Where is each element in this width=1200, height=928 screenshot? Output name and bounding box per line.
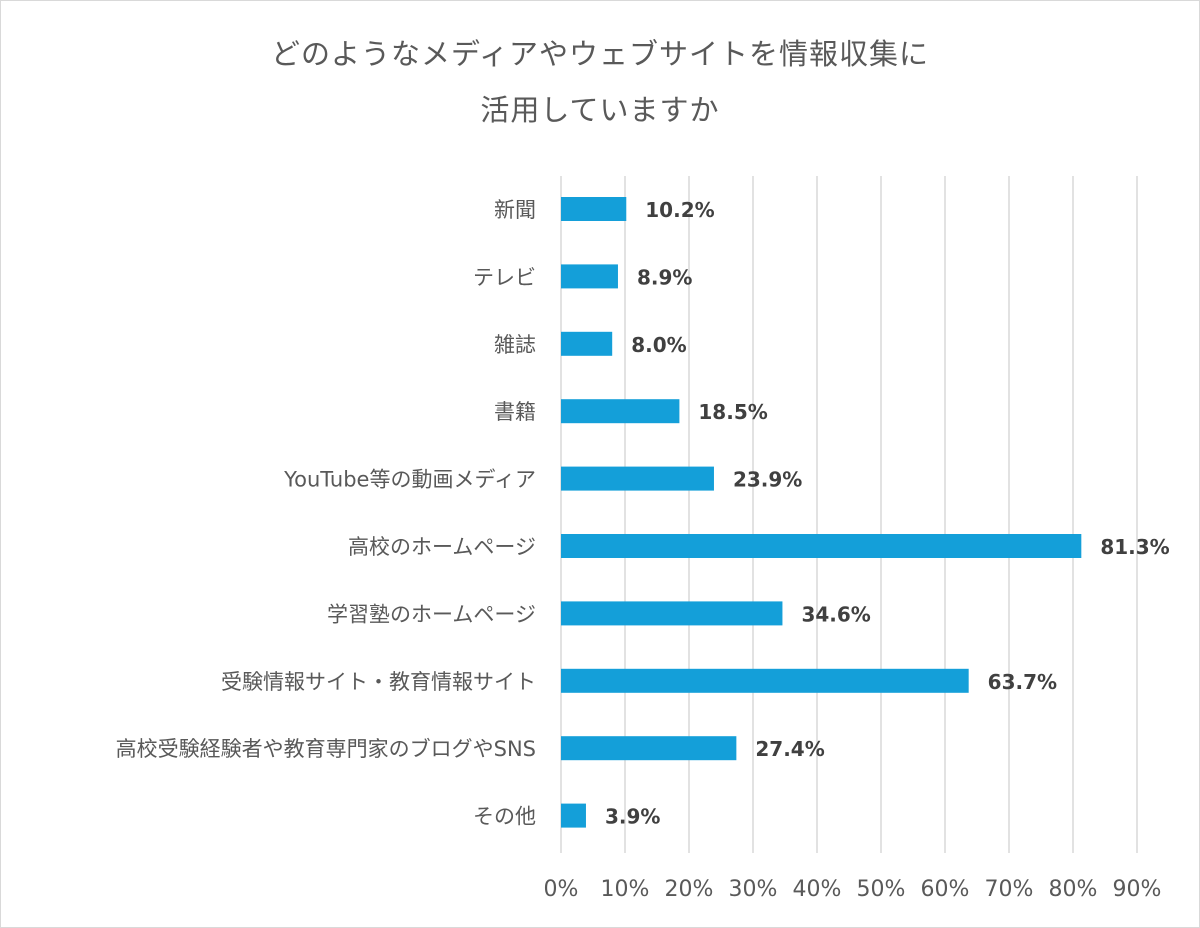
- category-label: テレビ: [473, 265, 536, 289]
- x-tick-label: 20%: [665, 877, 714, 902]
- category-label: 書籍: [494, 400, 536, 424]
- data-label: 81.3%: [1100, 535, 1169, 559]
- x-tick-label: 40%: [793, 877, 842, 902]
- x-tick-label: 70%: [985, 877, 1034, 902]
- category-label: 高校受験経験者や教育専門家のブログやSNS: [116, 737, 536, 761]
- x-tick-label: 50%: [857, 877, 906, 902]
- bar: [561, 736, 737, 761]
- x-tick-label: 90%: [1113, 877, 1162, 902]
- x-tick-label: 30%: [729, 877, 778, 902]
- category-label: 学習塾のホームページ: [327, 602, 536, 626]
- bar: [561, 601, 783, 626]
- chart-title-line-2: 活用していますか: [480, 93, 720, 127]
- x-tick-label: 60%: [921, 877, 970, 902]
- category-label: その他: [473, 805, 536, 829]
- data-label: 27.4%: [755, 737, 824, 761]
- data-label: 8.9%: [637, 265, 692, 289]
- labels: 0% 10% 20% 30% 40% 50% 60% 70% 80% 90% 新聞 10.2% テレビ 8…: [116, 198, 1170, 902]
- bar: [561, 197, 627, 221]
- data-label: 34.6%: [801, 602, 870, 626]
- data-label: 18.5%: [698, 400, 767, 424]
- category-label: 受験情報サイト・教育情報サイト: [221, 670, 536, 694]
- data-label: 10.2%: [645, 198, 714, 222]
- bars: [561, 197, 1082, 828]
- x-tick-label: 80%: [1049, 877, 1098, 902]
- bar: [561, 466, 714, 491]
- bar: [561, 534, 1082, 558]
- category-label: 高校のホームページ: [348, 535, 536, 559]
- category-label: YouTube等の動画メディア: [283, 468, 536, 492]
- bar: [561, 331, 613, 356]
- category-label: 新聞: [494, 198, 536, 222]
- data-label: 23.9%: [733, 468, 802, 492]
- data-label: 63.7%: [988, 670, 1057, 694]
- x-tick-label: 10%: [601, 877, 650, 902]
- bar: [561, 264, 618, 289]
- bar: [561, 668, 969, 693]
- bar: [561, 803, 586, 828]
- x-tick-label: 0%: [544, 877, 579, 902]
- category-label: 雑誌: [494, 333, 536, 357]
- chart-title: どのようなメディアやウェブサイトを情報収集に 活用していますか: [0, 26, 1200, 138]
- data-label: 8.0%: [631, 333, 686, 357]
- bar: [561, 399, 680, 424]
- data-label: 3.9%: [605, 805, 660, 829]
- chart-title-line-1: どのようなメディアやウェブサイトを情報収集に: [271, 37, 929, 71]
